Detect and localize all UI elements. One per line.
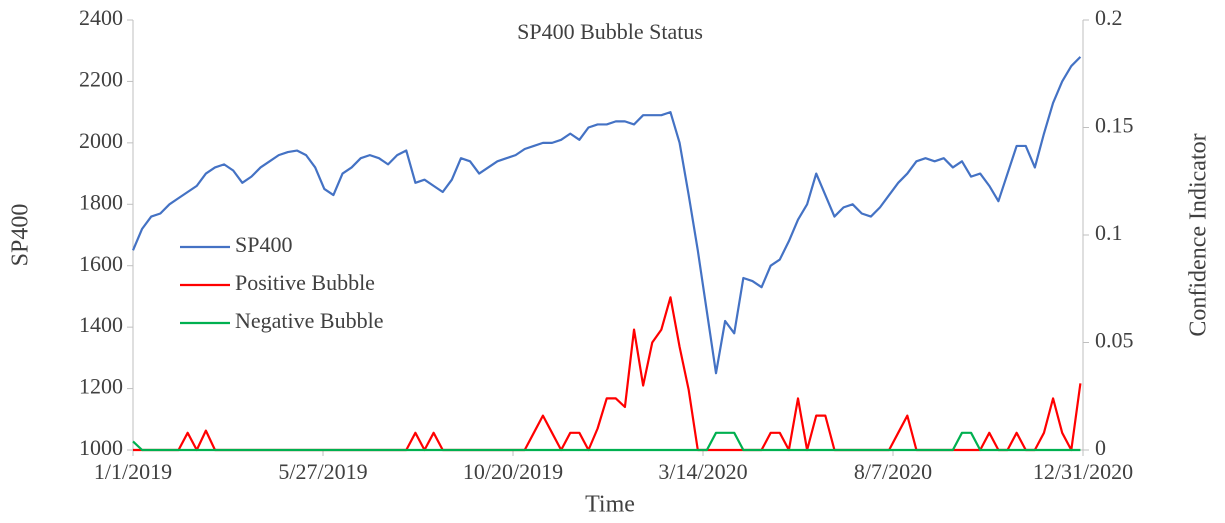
y2-tick-label: 0.05 — [1095, 328, 1134, 353]
x-tick-label: 12/31/2020 — [1033, 459, 1133, 484]
x-tick-label: 8/7/2020 — [854, 459, 932, 484]
series-line — [132, 431, 1081, 452]
legend-label: Negative Bubble — [235, 308, 383, 333]
y-tick-label: 1000 — [79, 435, 123, 460]
legend-label: SP400 — [235, 232, 292, 257]
legend-label: Positive Bubble — [235, 270, 375, 295]
y2-tick-label: 0.15 — [1095, 113, 1134, 138]
y-tick-label: 2000 — [79, 128, 123, 153]
x-tick-label: 10/20/2019 — [463, 459, 563, 484]
y-tick-label: 2200 — [79, 66, 123, 91]
x-tick-label: 1/1/2019 — [94, 459, 172, 484]
x-tick-label: 3/14/2020 — [658, 459, 747, 484]
y2-axis-label: Confidence Indicator — [1186, 133, 1212, 336]
y-tick-label: 1600 — [79, 251, 123, 276]
x-tick-label: 5/27/2019 — [278, 459, 367, 484]
y-tick-label: 2400 — [79, 5, 123, 30]
y2-tick-label: 0.2 — [1095, 5, 1123, 30]
series-line — [131, 56, 1082, 375]
x-axis-label: Time — [585, 492, 635, 518]
y2-tick-label: 0 — [1095, 435, 1106, 460]
y-axis-label: SP400 — [8, 204, 34, 267]
y-tick-label: 1800 — [79, 189, 123, 214]
y2-tick-label: 0.1 — [1095, 220, 1123, 245]
chart-title: SP400 Bubble Status — [517, 19, 703, 44]
y-tick-label: 1200 — [79, 374, 123, 399]
y-tick-label: 1400 — [79, 312, 123, 337]
